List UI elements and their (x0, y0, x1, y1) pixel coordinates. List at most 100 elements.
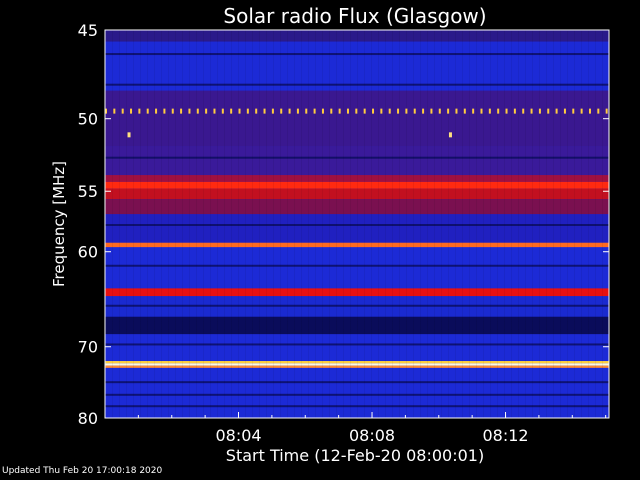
interference-mark (447, 108, 450, 114)
dark-band-line (105, 224, 609, 226)
texture-stripe (364, 30, 365, 418)
texture-stripe (560, 30, 561, 418)
interference-mark (488, 108, 491, 114)
interference-mark (121, 108, 124, 114)
interference-mark (547, 108, 550, 114)
interference-mark (255, 108, 258, 114)
interference-mark (438, 108, 441, 114)
texture-stripe (427, 30, 428, 418)
interference-mark (538, 108, 541, 114)
texture-stripe (371, 30, 372, 418)
frequency-band (105, 181, 609, 189)
texture-stripe (294, 30, 295, 418)
texture-stripe (308, 30, 309, 418)
frequency-band (105, 30, 609, 42)
interference-mark (338, 108, 341, 114)
interference-mark (163, 108, 166, 114)
interference-mark (238, 108, 241, 114)
texture-stripe (462, 30, 463, 418)
interference-mark (372, 108, 375, 114)
texture-stripe (392, 30, 393, 418)
y-axis: 45 50 55 60 70 80 (78, 21, 609, 428)
interference-mark (563, 108, 566, 114)
interference-mark (271, 108, 274, 114)
texture-stripe (357, 30, 358, 418)
dark-band-line (105, 53, 609, 56)
texture-stripe (511, 30, 512, 418)
texture-stripe (406, 30, 407, 418)
texture-stripe (322, 30, 323, 418)
texture-stripe (518, 30, 519, 418)
texture-stripe (336, 30, 337, 418)
interference-mark (146, 108, 149, 114)
frequency-band (105, 41, 609, 91)
texture-stripe (245, 30, 246, 418)
texture-stripe (119, 30, 120, 418)
interference-mark (597, 108, 600, 114)
interference-mark (171, 108, 174, 114)
interference-mark (455, 108, 458, 114)
interference-mark (588, 108, 591, 114)
texture-stripe (553, 30, 554, 418)
dark-band-line (105, 156, 609, 159)
interference-mark (430, 108, 433, 114)
texture-stripe (154, 30, 155, 418)
texture-stripe (588, 30, 589, 418)
texture-stripe (259, 30, 260, 418)
frequency-band (105, 363, 609, 366)
texture-stripe (455, 30, 456, 418)
frequency-band (105, 361, 609, 364)
texture-stripe (413, 30, 414, 418)
frequency-band (105, 316, 609, 335)
texture-stripe (301, 30, 302, 418)
frequency-band (105, 334, 609, 362)
dark-band-line (105, 405, 609, 408)
interference-mark (221, 108, 224, 114)
dark-band-line (105, 393, 609, 396)
texture-stripe (210, 30, 211, 418)
texture-stripe (469, 30, 470, 418)
interference-mark (305, 108, 308, 114)
texture-stripe (203, 30, 204, 418)
interference-mark (505, 108, 508, 114)
interference-mark (413, 108, 416, 114)
texture-stripe (546, 30, 547, 418)
frequency-band (105, 365, 609, 368)
interference-mark (497, 108, 500, 114)
interference-mark (330, 108, 333, 114)
interference-mark (321, 108, 324, 114)
dark-band-line (105, 304, 609, 307)
texture-stripe (532, 30, 533, 418)
texture-stripe (133, 30, 134, 418)
texture-stripe (287, 30, 288, 418)
chart-title: Solar radio Flux (Glasgow) (223, 4, 486, 28)
texture-stripe (140, 30, 141, 418)
interference-mark (380, 108, 383, 114)
plot-frame (104, 29, 610, 419)
texture-stripe (581, 30, 582, 418)
interference-mark (422, 108, 425, 114)
interference-mark (463, 108, 466, 114)
interference-mark (180, 108, 183, 114)
frequency-band (105, 146, 609, 176)
interference-mark (363, 108, 366, 114)
texture-stripe (497, 30, 498, 418)
y-tick-label: 55 (78, 182, 98, 201)
interference-mark (313, 108, 316, 114)
frequency-band (105, 367, 609, 418)
texture-stripe (399, 30, 400, 418)
texture-stripe (476, 30, 477, 418)
y-tick-label: 50 (78, 110, 98, 129)
x-tick-label: 08:12 (482, 426, 528, 445)
texture-stripe (175, 30, 176, 418)
texture-stripe (385, 30, 386, 418)
interference-mark (138, 108, 141, 114)
texture-stripe (574, 30, 575, 418)
texture-stripe (483, 30, 484, 418)
update-timestamp: Updated Thu Feb 20 17:00:18 2020 (2, 466, 163, 476)
interference-mark (288, 108, 291, 114)
texture-stripe (350, 30, 351, 418)
frequency-band (105, 90, 609, 147)
y-tick-label: 80 (78, 409, 98, 428)
texture-stripe (420, 30, 421, 418)
